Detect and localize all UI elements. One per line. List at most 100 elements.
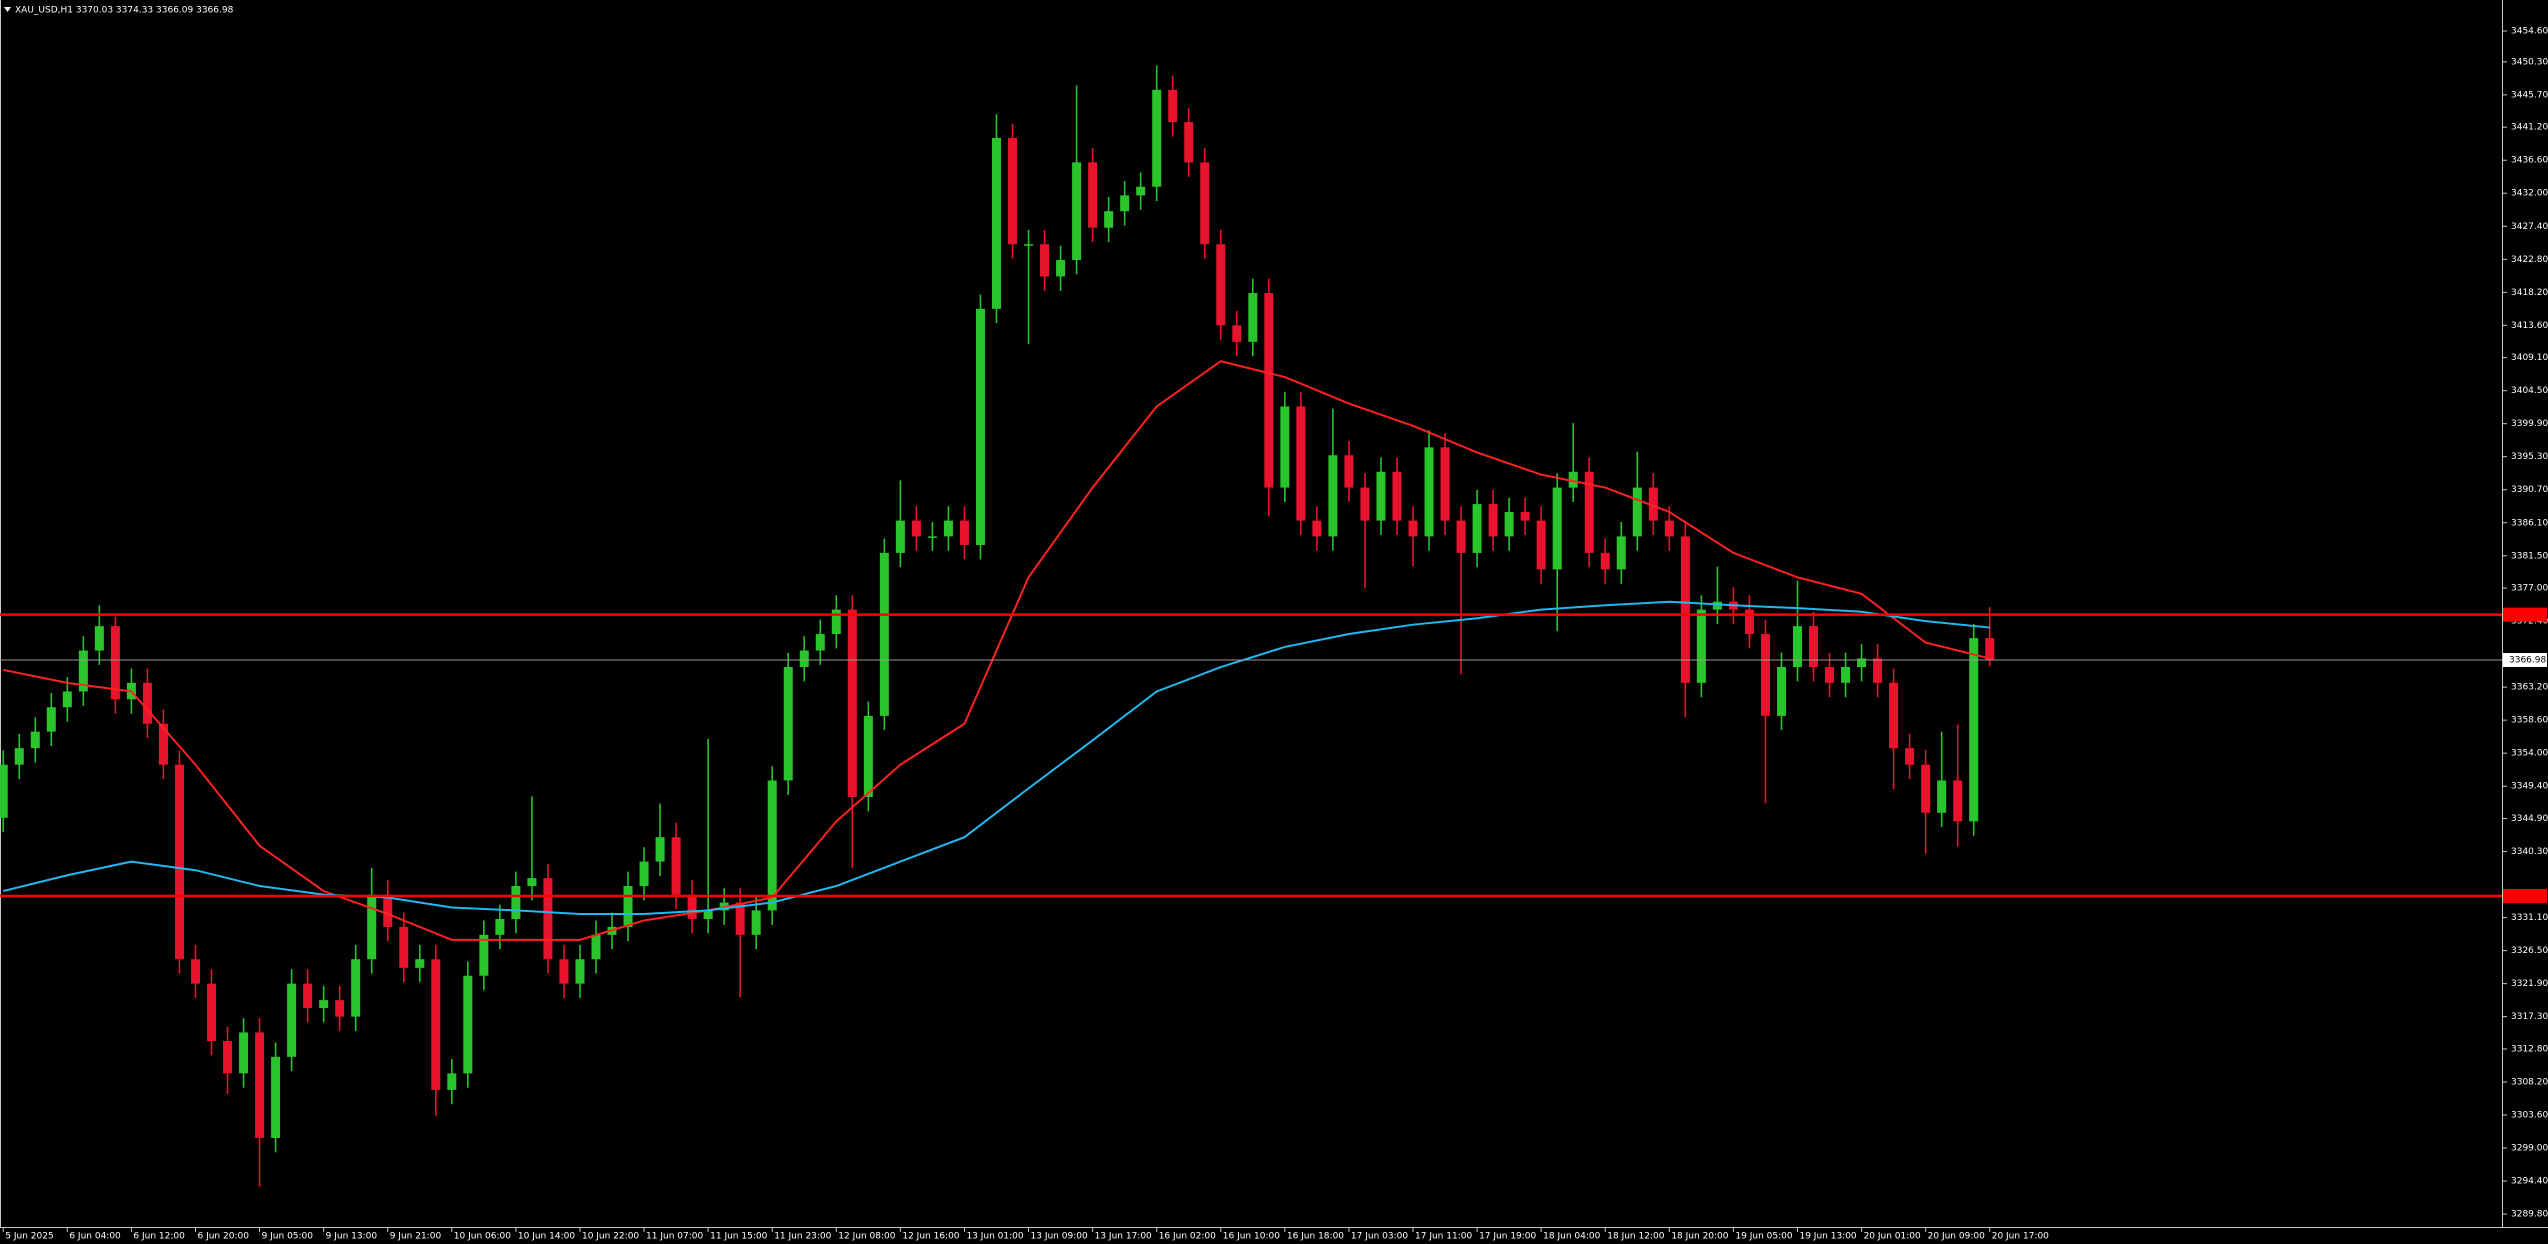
candle-body [1568,471,1578,488]
chart-title: XAU_USD,H1 3370.03 3374.33 3366.09 3366.… [15,6,234,16]
candle-body [142,682,152,724]
candle-body [1104,211,1114,228]
y-tick-label: 3308.20 [2511,1077,2548,1087]
candle-body [1328,455,1338,537]
candle-body [1264,293,1274,488]
candle-body [1921,764,1931,813]
y-tick-label: 3294.40 [2511,1177,2548,1187]
y-tick-label: 3399.90 [2511,419,2548,429]
x-tick-label: 20 Jun 01:00 [1864,1232,1921,1242]
y-tick-label: 3441.20 [2511,123,2548,133]
candle-body [495,919,505,935]
candle-body [30,731,40,749]
y-tick-label: 3312.80 [2511,1044,2548,1054]
menu-arrow[interactable] [4,7,11,12]
candle-body [447,1073,457,1090]
candle-body [1216,244,1226,326]
x-tick-label: 10 Jun 14:00 [518,1232,575,1242]
y-tick-label: 3289.80 [2511,1210,2548,1220]
candle-body [1376,471,1386,521]
x-tick-label: 6 Jun 20:00 [197,1232,249,1242]
x-tick-label: 9 Jun 21:00 [390,1232,442,1242]
y-tick-label: 3317.30 [2511,1012,2548,1022]
candle-body [319,1000,329,1009]
candle-body [799,650,809,668]
candle-body [1408,520,1418,537]
x-tick-label: 16 Jun 18:00 [1287,1232,1344,1242]
x-tick-label: 11 Jun 15:00 [710,1232,767,1242]
candle-body [1504,511,1514,537]
candle-body [335,1000,345,1017]
candle-body [1664,520,1674,537]
x-tick-label: 10 Jun 22:00 [582,1232,639,1242]
candle-body [1600,552,1610,570]
candle-body [1616,536,1626,570]
candle-body [879,552,889,716]
x-tick-label: 20 Jun 17:00 [1992,1232,2049,1242]
candle-body [1040,244,1050,277]
y-tick-label: 3413.60 [2511,321,2548,331]
candle-body [1024,244,1034,246]
y-tick-label: 3354.00 [2511,749,2548,759]
candle-body [943,520,953,537]
candle-body [463,975,473,1074]
candle-body [831,609,841,635]
candle-body [591,934,601,960]
candle-body [367,894,377,960]
candle-body [1648,487,1658,521]
candle-body [559,959,569,984]
candle-body [767,780,777,911]
x-tick-label: 17 Jun 11:00 [1415,1232,1472,1242]
y-tick-label: 3363.20 [2511,683,2548,693]
y-tick-label: 3409.10 [2511,353,2548,363]
candle-body [1312,520,1322,537]
candle-body [14,748,24,765]
candle-body [1184,122,1194,163]
candle-body [1360,487,1370,521]
candle-body [1680,536,1690,683]
candle-body [271,1056,281,1138]
candle-body [0,764,8,818]
candle-body [1296,406,1306,521]
candle-body [1905,748,1915,765]
x-tick-label: 6 Jun 04:00 [69,1232,121,1242]
candle-body [303,983,313,1009]
candle-body [1392,471,1402,521]
y-tick-label: 3445.70 [2511,90,2548,100]
candle-body [543,878,553,960]
candle-body [1168,89,1178,123]
candle-body [1584,471,1594,553]
candle-body [1056,260,1066,277]
candle-body [1953,780,1963,822]
candle-body [1520,511,1530,521]
y-tick-label: 3395.30 [2511,452,2548,462]
y-tick-label: 3450.30 [2511,57,2548,67]
y-tick-label: 3349.40 [2511,782,2548,792]
candle-body [735,902,745,935]
x-tick-label: 11 Jun 07:00 [646,1232,703,1242]
candle-body [383,894,393,927]
candle-body [415,959,425,968]
x-tick-label: 17 Jun 03:00 [1351,1232,1408,1242]
candle-body [46,707,56,732]
y-tick-label: 3344.90 [2511,814,2548,824]
y-tick-label: 3377.00 [2511,584,2548,594]
x-tick-label: 18 Jun 04:00 [1543,1232,1600,1242]
candle-body [1552,487,1562,570]
candle-body [1488,504,1498,537]
candle-body [703,910,713,920]
x-tick-label: 16 Jun 10:00 [1223,1232,1280,1242]
candle-body [1200,162,1210,245]
y-tick-label: 3299.00 [2511,1144,2548,1154]
candle-body [207,983,217,1042]
candle-body [1744,609,1754,635]
candle-body [78,650,88,692]
candle-body [751,910,761,935]
candle-body [527,878,537,887]
x-tick-label: 9 Jun 13:00 [326,1232,378,1242]
candle-body [1792,626,1802,668]
x-tick-label: 17 Jun 19:00 [1479,1232,1536,1242]
candle-body [927,536,937,538]
y-tick-label: 3436.60 [2511,156,2548,166]
